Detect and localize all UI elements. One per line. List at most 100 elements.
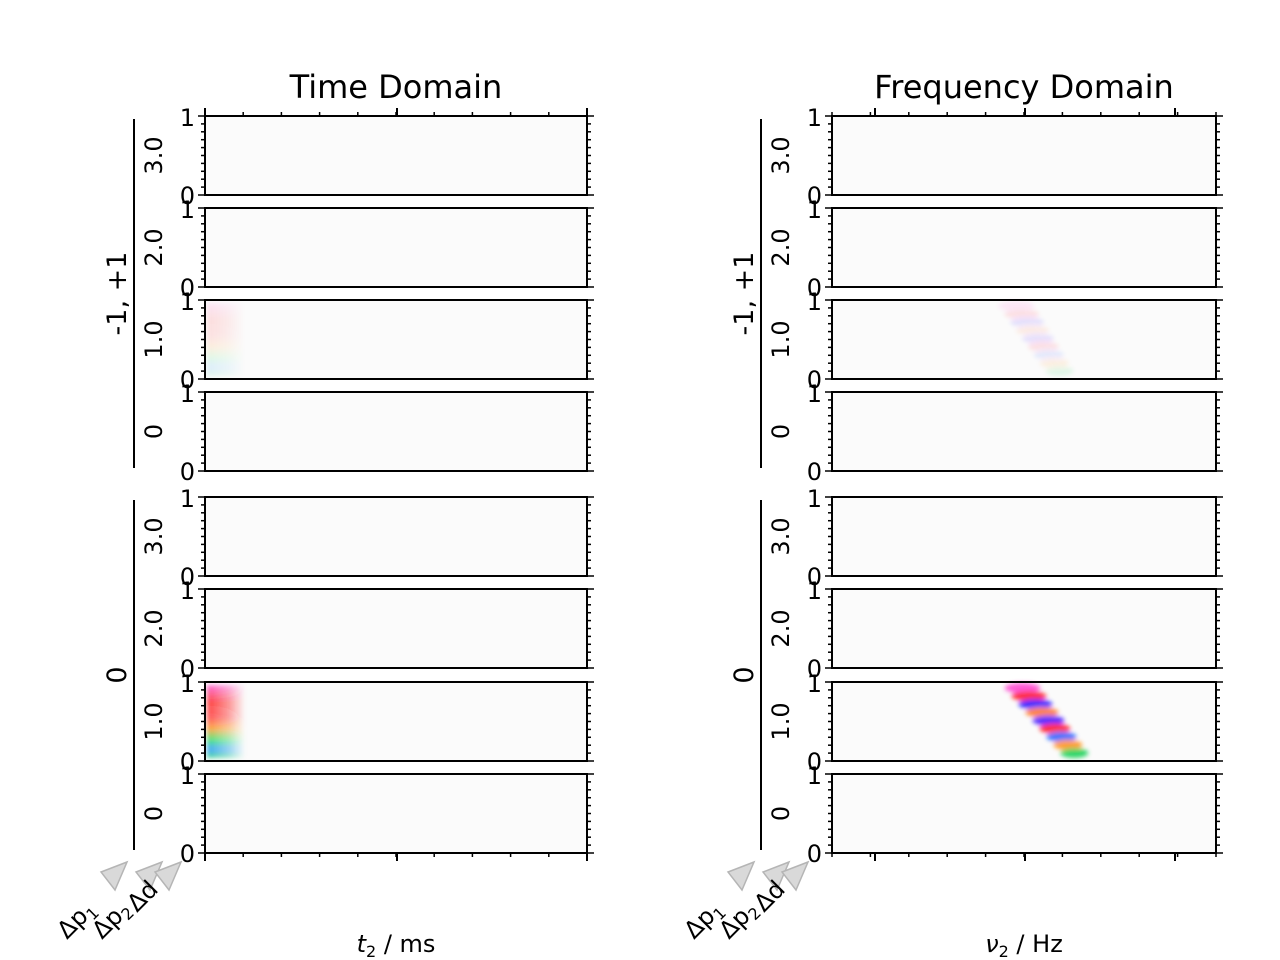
- chart-panel-1: Frequency Domain-1, +1103.0102.0101.0100…: [678, 68, 1223, 960]
- ytick-label-top: 1: [180, 762, 195, 790]
- row-label: 1.0: [767, 320, 795, 358]
- ytick-label-top: 1: [807, 288, 822, 316]
- ytick-label-bottom: 0: [807, 563, 822, 591]
- x-ticks: [204, 108, 588, 861]
- ytick-label-top: 1: [180, 577, 195, 605]
- ytick-label-bottom: 0: [807, 366, 822, 394]
- row-label: 0: [767, 806, 795, 821]
- ytick-label-bottom: 0: [180, 182, 195, 210]
- chart-title: Frequency Domain: [874, 68, 1174, 106]
- heatmap-row: 103.0: [767, 104, 1223, 210]
- heatmap-cell: [205, 392, 587, 471]
- group-label: 0: [102, 666, 133, 683]
- heatmap-cell: [832, 208, 1216, 287]
- signal-blob: [1004, 683, 1089, 758]
- heatmap-row: 101.0: [767, 288, 1223, 394]
- heatmap-cell: [205, 589, 587, 668]
- ytick-label-top: 1: [807, 104, 822, 132]
- chart-title: Time Domain: [289, 68, 503, 106]
- heatmap-row: 1 0 0: [767, 380, 1223, 486]
- dimension-arrow-icon: [726, 860, 756, 892]
- row-label: 2.0: [767, 609, 795, 647]
- heatmap-cell: [832, 497, 1216, 576]
- dimension-arrow-icon: [99, 860, 129, 892]
- row-label: 1.0: [140, 320, 168, 358]
- heatmap-row: 101.0: [140, 288, 594, 394]
- ytick-label-top: 1: [180, 104, 195, 132]
- heatmap-row: 103.0: [140, 104, 594, 210]
- signal-blob: [207, 303, 246, 376]
- ytick-label-bottom: 0: [807, 655, 822, 683]
- group-label: 0: [729, 666, 760, 683]
- row-label: 0: [140, 806, 168, 821]
- heatmap-row: 102.0: [140, 196, 594, 302]
- ytick-label-bottom: 0: [180, 748, 195, 776]
- ytick-label-bottom: 0: [807, 748, 822, 776]
- ytick-label-bottom: 0: [180, 655, 195, 683]
- heatmap-cell: [832, 116, 1216, 195]
- heatmap-row: 103.0: [767, 485, 1223, 591]
- dimension-arrow-icon: [153, 860, 183, 892]
- ytick-label-bottom: 0: [807, 458, 822, 486]
- ytick-label-bottom: 0: [180, 563, 195, 591]
- ytick-label-bottom: 0: [180, 840, 195, 868]
- row-label: 2.0: [767, 228, 795, 266]
- signal-blob: [998, 301, 1074, 376]
- heatmap-cell: [832, 774, 1216, 853]
- ytick-label-top: 1: [807, 762, 822, 790]
- ytick-label-top: 1: [807, 196, 822, 224]
- ytick-label-bottom: 0: [807, 274, 822, 302]
- row-label: 3.0: [140, 517, 168, 555]
- heatmap-cell: [205, 208, 587, 287]
- heatmap-row: 102.0: [767, 577, 1223, 683]
- x-ticks: [831, 108, 1217, 861]
- heatmap-cell: [832, 392, 1216, 471]
- x-axis-label: t2 / ms: [357, 930, 436, 960]
- heatmap-row: 1 0 0: [140, 380, 594, 486]
- heatmap-cell: [205, 774, 587, 853]
- ytick-label-top: 1: [180, 288, 195, 316]
- dimension-arrow-icon: [134, 860, 164, 892]
- row-label: 0: [767, 424, 795, 439]
- ytick-label-top: 1: [180, 485, 195, 513]
- row-label: 3.0: [767, 136, 795, 174]
- row-label: 3.0: [767, 517, 795, 555]
- row-label: 1.0: [767, 702, 795, 740]
- x-axis-label: ν2 / Hz: [985, 930, 1063, 960]
- heatmap-row: 1 0 0: [140, 762, 594, 868]
- ytick-label-bottom: 0: [807, 840, 822, 868]
- group-label: -1, +1: [729, 252, 760, 336]
- dimension-arrow-icon: [780, 860, 810, 892]
- heatmap-row: 103.0: [140, 485, 594, 591]
- heatmap-cell: [205, 497, 587, 576]
- heatmap-cell: [205, 116, 587, 195]
- row-label: 3.0: [140, 136, 168, 174]
- ytick-label-bottom: 0: [180, 366, 195, 394]
- heatmap-cell: [205, 682, 587, 761]
- ytick-label-bottom: 0: [807, 182, 822, 210]
- heatmap-row: 102.0: [140, 577, 594, 683]
- ytick-label-top: 1: [180, 670, 195, 698]
- ytick-label-top: 1: [807, 577, 822, 605]
- ytick-label-top: 1: [807, 380, 822, 408]
- heatmap-row: 102.0: [767, 196, 1223, 302]
- ytick-label-top: 1: [807, 485, 822, 513]
- row-label: 2.0: [140, 228, 168, 266]
- chart-panel-0: Time Domain-1, +1103.0102.0101.01000103.…: [51, 68, 594, 960]
- heatmap-cell: [832, 589, 1216, 668]
- ytick-label-top: 1: [180, 196, 195, 224]
- dimension-arrow-icon: [761, 860, 791, 892]
- ytick-label-top: 1: [807, 670, 822, 698]
- group-label: -1, +1: [102, 252, 133, 336]
- ytick-label-bottom: 0: [180, 458, 195, 486]
- signal-blob: [207, 685, 246, 758]
- row-label: 1.0: [140, 702, 168, 740]
- ytick-label-bottom: 0: [180, 274, 195, 302]
- heatmap-row: 1 0 0: [767, 762, 1223, 868]
- heatmap-row: 101.0: [767, 670, 1223, 776]
- ytick-label-top: 1: [180, 380, 195, 408]
- row-label: 0: [140, 424, 168, 439]
